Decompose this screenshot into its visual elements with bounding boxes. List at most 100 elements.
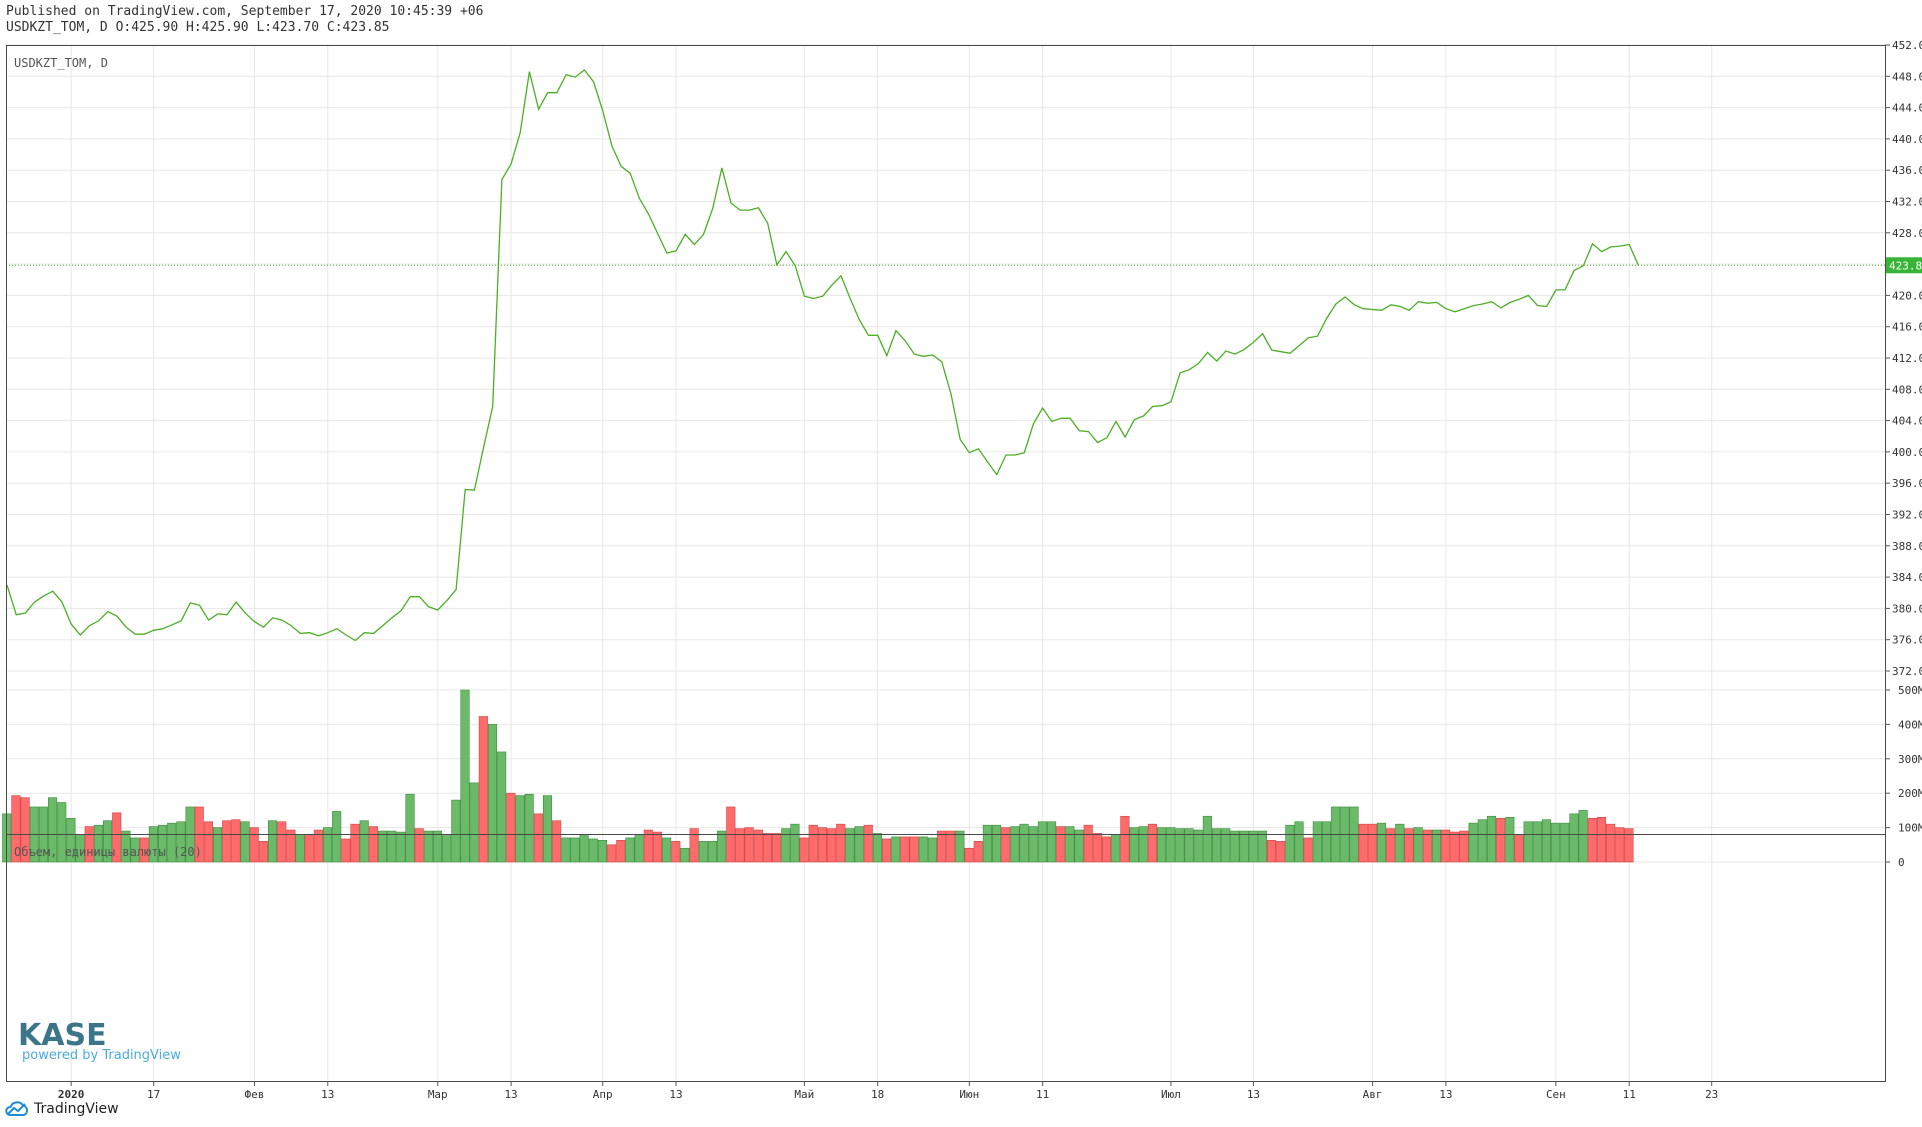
volume-bar [552,820,562,863]
price-tick-label: 416.00 [1892,321,1922,334]
volume-bar [442,834,452,863]
volume-tick-label: 300M [1898,753,1922,766]
volume-bar [1477,819,1487,863]
price-axis[interactable]: 452.00 448.00 444.00 440.00 436.00 432.00 428.… [1885,39,1922,678]
volume-bar [1001,827,1011,863]
time-tick-label: 13 [1247,1088,1260,1101]
volume-bar [1395,823,1405,863]
volume-axis[interactable]: 500M 400M 300M 200M 100M 0 [1885,684,1922,869]
volume-bar [478,716,488,863]
volume-bar [909,836,919,863]
price-line [6,69,1639,642]
volume-bar [643,829,653,863]
volume-bar [1202,815,1212,863]
volume-bar [286,829,296,863]
volume-bar [1047,821,1057,863]
volume-bar [634,835,644,863]
volume-pane-frame [6,834,1886,1082]
volume-bar [1569,813,1579,863]
volume-bar [1028,826,1038,863]
volume-bar [1514,835,1524,863]
price-tick-label: 428.00 [1892,227,1922,240]
volume-bar [946,830,956,863]
volume-bar [1358,823,1368,863]
volume-bar [542,795,553,863]
volume-bar [368,826,378,863]
volume-bar [762,833,772,863]
volume-bar [1248,830,1258,863]
volume-bar [487,724,498,863]
volume-bar [607,844,617,863]
volume-bar [1102,836,1112,863]
volume-bar [817,827,827,863]
volume-bar [432,830,443,863]
volume-bar [827,828,837,863]
volume-bar [1312,821,1322,863]
volume-bar [1413,827,1423,863]
volume-bar [414,828,424,863]
volume-bar [524,793,534,863]
volume-bar [1496,818,1506,863]
volume-bar [1303,837,1313,863]
time-tick-label: 11 [1036,1088,1049,1101]
volume-bar [1120,815,1130,863]
volume-bar [918,836,928,863]
price-tick-label: 376.00 [1892,634,1922,647]
volume-bar [423,830,433,863]
volume-bar [277,821,287,863]
price-tick-label: 408.00 [1892,383,1922,396]
volume-bar [1193,829,1203,863]
volume-bar [1257,830,1267,863]
volume-bar [1450,831,1460,863]
volume-bar [1221,828,1231,863]
volume-bar [1606,823,1616,863]
volume-bar [744,827,754,863]
volume-bar [882,838,892,863]
volume-bar [57,802,67,863]
volume-bar [515,795,525,863]
volume-bar [11,795,21,863]
volume-bar [167,822,177,863]
volume-bar [1019,823,1029,863]
volume-bar [20,797,30,863]
volume-bar [570,837,580,863]
volume-bar [130,837,140,863]
volume-bar [387,830,397,863]
volume-bar [469,782,479,863]
volume-bar [533,813,543,863]
volume-bar [66,818,76,863]
volume-bar [121,830,131,863]
volume-bar [377,830,388,863]
time-axis[interactable]: 2020 17 Фев 13 Мар 13 Апр 13 Май 18 Июн 11 Июл 13 Авг 1… [58,1081,1718,1101]
volume-bar [84,826,94,863]
volume-bar [158,824,168,863]
volume-bar [863,824,873,863]
volume-bar [689,828,699,863]
volume-bar [103,820,113,863]
volume-bar [872,833,882,863]
price-tick-label: 404.00 [1892,415,1922,428]
volume-bar [1587,818,1597,863]
volume-bar [781,828,791,863]
volume-bar [240,821,250,863]
grid [6,44,1885,1081]
price-tick-label: 444.00 [1892,102,1922,115]
volume-bar [964,847,974,863]
volume-bar [249,827,259,863]
volume-bar [1505,816,1515,863]
volume-bar [1266,840,1277,863]
time-tick-label: 2020 [58,1088,85,1101]
price-tick-label: 432.00 [1892,196,1922,209]
volume-bar [1615,827,1625,863]
price-tick-label: 420.00 [1892,289,1922,302]
volume-bar [1138,826,1148,863]
volume-bar [891,836,901,863]
volume-tick-label: 400M [1898,718,1922,731]
price-tick-label: 380.00 [1892,602,1922,615]
volume-bar [937,830,947,863]
volume-bar [1065,826,1075,863]
volume-bar [900,836,910,863]
volume-bar [845,828,855,863]
footer[interactable]: TradingView [4,1101,119,1117]
